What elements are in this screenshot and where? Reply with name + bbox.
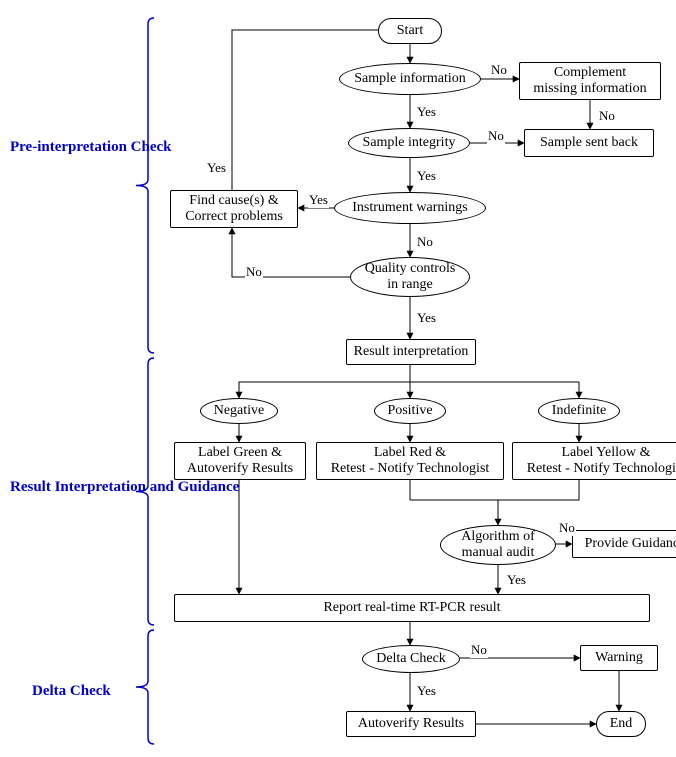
edge-label: No: [470, 642, 488, 658]
node-autoverify: Autoverify Results: [346, 711, 476, 737]
node-start: Start: [378, 18, 442, 44]
edge-label: No: [490, 62, 508, 78]
flowchart-svg-layer: [0, 0, 676, 757]
node-quality-controls: Quality controls in range: [350, 257, 470, 297]
edge-label: No: [416, 234, 434, 250]
node-warning: Warning: [580, 645, 658, 671]
section-label-pre: Pre-interpretation Check: [10, 138, 172, 156]
node-guidance: Provide Guidance: [572, 530, 676, 558]
edge-label: Yes: [416, 683, 437, 699]
node-positive: Positive: [374, 398, 446, 424]
edge-label: Yes: [416, 168, 437, 184]
node-indefinite: Indefinite: [538, 398, 620, 424]
edge-label: Yes: [416, 310, 437, 326]
section-label-result: Result Interpretation and Guidance: [10, 478, 239, 496]
node-sent-back: Sample sent back: [524, 129, 654, 157]
node-label-yellow: Label Yellow & Retest - Notify Technolog…: [512, 442, 676, 480]
node-report: Report real-time RT-PCR result: [174, 594, 650, 622]
node-label-green: Label Green & Autoverify Results: [174, 442, 306, 480]
node-complement: Complement missing information: [519, 62, 661, 100]
node-label-red: Label Red & Retest - Notify Technologist: [316, 442, 504, 480]
node-find-cause: Find cause(s) & Correct problems: [170, 190, 298, 228]
edge-label: No: [245, 264, 263, 280]
node-end: End: [596, 711, 646, 737]
section-label-delta: Delta Check: [32, 682, 111, 700]
edge-label: Yes: [506, 572, 527, 588]
section-brackets: [136, 18, 154, 744]
node-result-interpretation: Result interpretation: [346, 339, 476, 365]
edge-label: No: [598, 108, 616, 124]
node-negative: Negative: [200, 398, 278, 424]
edge-label: No: [487, 128, 505, 144]
edge-label: Yes: [416, 104, 437, 120]
node-sample-information: Sample information: [339, 63, 481, 95]
node-sample-integrity: Sample integrity: [348, 128, 470, 158]
node-algorithm: Algorithm of manual audit: [440, 525, 556, 565]
node-delta-check: Delta Check: [362, 645, 460, 673]
edge-label: Yes: [308, 192, 329, 208]
edge-label: Yes: [206, 160, 227, 176]
edge-label: No: [558, 520, 576, 536]
node-instrument-warnings: Instrument warnings: [334, 192, 486, 224]
